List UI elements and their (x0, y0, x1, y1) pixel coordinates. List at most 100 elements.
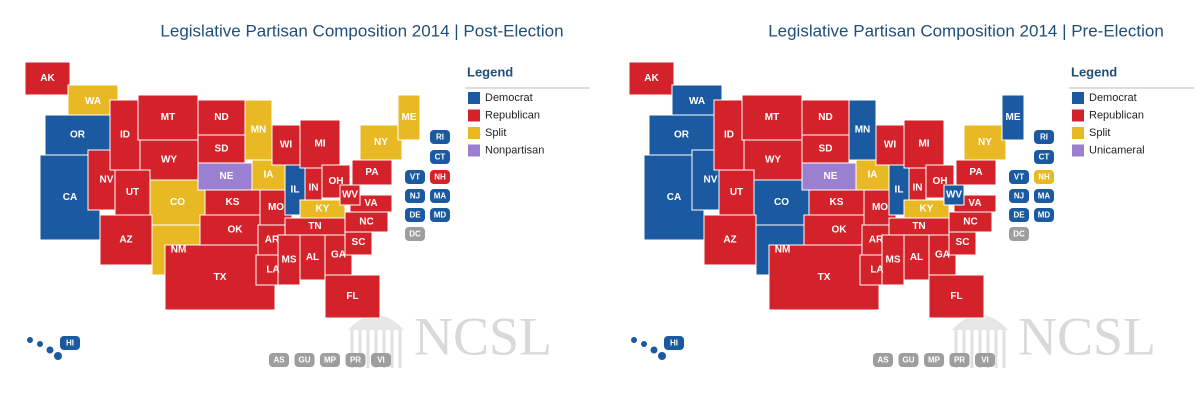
small-state (1034, 208, 1054, 222)
small-state-label: DE (1013, 211, 1025, 220)
small-state (1034, 130, 1054, 144)
state-label: TN (912, 221, 925, 232)
state (1001, 94, 1025, 141)
small-state (430, 189, 450, 203)
legend-swatch (1072, 144, 1084, 157)
legend-swatch (468, 109, 480, 122)
small-state-label: CT (1039, 153, 1050, 162)
state-label: FL (950, 291, 962, 302)
map-panel: Legislative Partisan Composition 2014 | … (628, 21, 1194, 368)
small-state-label: VT (410, 173, 420, 182)
state-label: UT (730, 187, 743, 198)
legend-label: Republican (485, 109, 540, 121)
state-label: WA (689, 96, 705, 107)
state (943, 184, 965, 206)
legend-label: Split (485, 127, 506, 139)
small-state-label: MD (434, 211, 447, 220)
state-label: NC (963, 217, 977, 228)
small-state-label: MA (1038, 192, 1051, 201)
state-label: AR (265, 235, 280, 246)
state-label: IA (868, 170, 878, 181)
state-label: OR (674, 130, 690, 141)
territory (371, 353, 391, 367)
small-state (1009, 208, 1029, 222)
legend-swatch (1072, 92, 1084, 104)
legend-label: Nonpartisan (485, 144, 544, 156)
small-state-label: NH (434, 173, 446, 182)
small-state (405, 189, 425, 203)
small-state (1009, 170, 1029, 184)
hawaii-island (641, 341, 647, 347)
state (271, 124, 301, 166)
legend-swatch (468, 127, 480, 139)
hawaii-island (37, 341, 43, 347)
legend-swatch (1072, 109, 1084, 122)
state-label: OK (832, 225, 848, 236)
map-title: Legislative Partisan Composition 2014 | … (160, 21, 563, 40)
state (149, 179, 206, 226)
state-label: FL (346, 291, 358, 302)
hawaii-island (27, 337, 33, 343)
small-state (1034, 189, 1054, 203)
map-panel: Legislative Partisan Composition 2014 | … (24, 21, 590, 368)
state (244, 99, 273, 161)
state-label: KY (920, 204, 934, 215)
state (628, 61, 675, 96)
small-state (430, 170, 450, 184)
state (24, 61, 71, 96)
state (928, 274, 985, 319)
state-label: AZ (119, 235, 132, 246)
small-state (1009, 227, 1029, 241)
state-label: WI (884, 140, 896, 151)
state (204, 189, 261, 216)
state-label: MI (918, 139, 929, 150)
state (963, 124, 1007, 161)
state-label: VA (968, 198, 981, 209)
state-label: WA (85, 96, 101, 107)
state-label: UT (126, 187, 139, 198)
small-state-label: DE (409, 211, 421, 220)
small-state (430, 130, 450, 144)
watermark-text: NCSL (414, 306, 552, 366)
state-label: GA (331, 250, 346, 261)
legend-label: Democrat (1089, 92, 1137, 104)
state-label: OR (70, 130, 86, 141)
small-state (1034, 170, 1054, 184)
small-state-label: RI (1040, 133, 1048, 142)
state (801, 134, 850, 164)
state-label: MS (282, 255, 297, 266)
hawaii-island (46, 346, 54, 354)
small-state (430, 150, 450, 164)
territory-label: MP (324, 356, 337, 365)
territory-label: MP (928, 356, 941, 365)
state (324, 274, 381, 319)
small-state (405, 170, 425, 184)
small-state-label: NH (1038, 173, 1050, 182)
state (397, 94, 421, 141)
state-label: MO (872, 202, 888, 213)
state (197, 99, 246, 136)
legend-swatch (468, 144, 480, 157)
territory-label: VI (377, 356, 385, 365)
small-state (405, 227, 425, 241)
state-label: SD (215, 144, 229, 155)
state (299, 234, 326, 281)
small-state-label: DC (409, 230, 421, 239)
legend-label: Unicameral (1089, 144, 1145, 156)
state-label: TN (308, 221, 321, 232)
small-state-label: CT (435, 153, 446, 162)
hawaii (664, 336, 684, 350)
hawaii (60, 336, 80, 350)
hawaii-island (54, 352, 62, 360)
small-state-label: NJ (1014, 192, 1024, 201)
state-label: WI (280, 140, 292, 151)
legend-label: Republican (1089, 109, 1144, 121)
small-state (1009, 189, 1029, 203)
state (848, 99, 877, 161)
state-label: SD (819, 144, 833, 155)
territory (924, 353, 944, 367)
watermark: NCSL (952, 306, 1156, 368)
state-label: SC (352, 237, 366, 248)
state-label: NM (775, 245, 791, 256)
state (753, 179, 810, 226)
